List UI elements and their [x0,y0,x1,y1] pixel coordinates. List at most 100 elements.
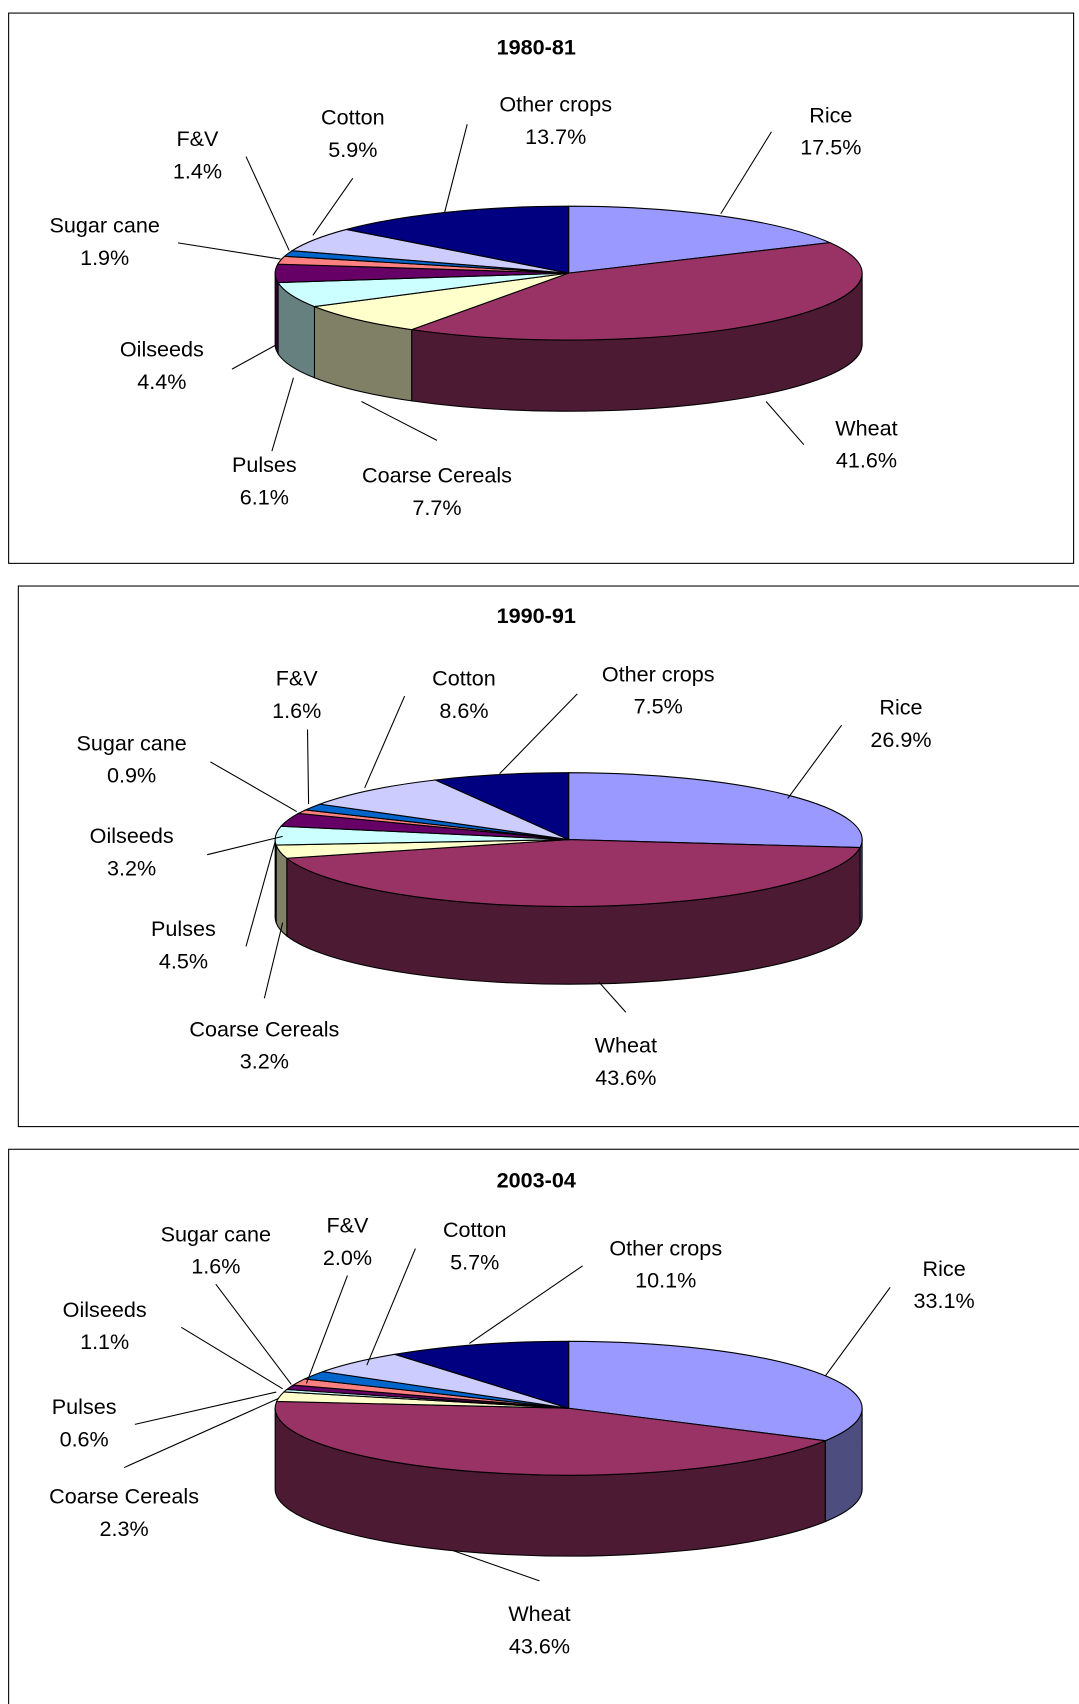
pie-slice [433,772,570,841]
leader-line [305,1275,348,1384]
pie-slice [568,205,832,274]
slice-label: Sugar cane [161,1221,271,1246]
slice-value-label: 8.6% [439,698,488,723]
leader-line [215,1283,292,1385]
leader-line [765,401,805,446]
slice-label: Oilseeds [120,337,204,362]
leader-line [787,724,843,799]
slice-value-label: 10.1% [635,1268,696,1293]
slice-value-label: 7.5% [634,694,683,719]
slice-label: Rice [809,102,852,127]
slice-label: Cotton [321,105,385,130]
slice-label: Wheat [595,1032,657,1057]
leader-line [312,177,354,236]
slice-label: Wheat [835,415,897,440]
leader-line [123,1398,279,1469]
slice-value-label: 1.9% [80,245,129,270]
slice-label: F&V [176,126,219,151]
pie-slice [568,772,863,849]
slice-value-label: 7.7% [412,495,461,520]
leader-line [366,1248,416,1366]
slice-value-label: 2.3% [99,1516,148,1541]
pie-slice [346,205,570,274]
chart-title: 1980-81 [497,34,576,59]
slice-value-label: 1.1% [80,1329,129,1354]
slice-value-label: 5.9% [328,137,377,162]
slice-value-label: 0.9% [107,763,156,788]
leader-line [263,922,284,999]
slice-value-label: 43.6% [509,1633,570,1658]
leader-line [469,1265,583,1344]
pie-slice [568,1340,863,1442]
slice-value-label: 4.5% [159,948,208,973]
slice-label: Rice [879,695,922,720]
pie-side [275,844,288,938]
slice-label: F&V [276,666,319,691]
slice-label: Sugar cane [76,730,186,755]
chart-title: 2003-04 [497,1167,576,1192]
pie-slice [411,242,863,341]
slice-label: Cotton [432,666,496,691]
leader-line [364,695,406,789]
slice-label: Oilseeds [90,823,174,848]
slice-value-label: 3.2% [240,1049,289,1074]
leader-line [306,729,310,804]
slice-value-label: 41.6% [836,448,897,473]
leader-line [245,841,276,947]
slice-label: Pulses [52,1394,117,1419]
leader-line [499,693,578,775]
leader-line [210,761,297,813]
leader-line [720,131,772,215]
slice-value-label: 43.6% [595,1065,656,1090]
slice-label: Coarse Cereals [362,463,512,488]
slice-value-label: 1.6% [191,1254,240,1279]
slice-value-label: 1.4% [173,158,222,183]
leader-line [453,1550,540,1582]
slice-label: Oilseeds [63,1297,147,1322]
slice-value-label: 17.5% [800,135,861,160]
slice-value-label: 5.7% [450,1249,499,1274]
slice-label: Rice [923,1256,966,1281]
slice-label: Coarse Cereals [189,1016,339,1041]
pie-slice [285,839,861,908]
pie-side [274,839,277,923]
slice-value-label: 26.9% [870,727,931,752]
slice-label: Sugar cane [49,212,159,237]
slice-label: Other crops [602,661,715,686]
leader-line [231,344,276,370]
slice-label: F&V [326,1213,369,1238]
leader-line [271,377,295,452]
leader-line [207,835,283,856]
slice-value-label: 13.7% [525,124,586,149]
leader-line [361,401,438,441]
slice-value-label: 1.6% [272,698,321,723]
pie-slice [312,272,569,331]
slice-value-label: 3.2% [107,856,156,881]
slice-value-label: 4.4% [137,369,186,394]
slice-value-label: 2.0% [323,1245,372,1270]
slice-label: Cotton [443,1217,507,1242]
slice-label: Wheat [508,1601,570,1626]
pie-slice [394,1340,570,1409]
leader-line [177,242,281,260]
pie-slice [319,779,569,841]
pie-side [274,273,279,356]
slice-label: Other crops [499,92,612,117]
leader-line [824,1287,891,1377]
slice-value-label: 6.1% [240,484,289,509]
leader-line [245,156,290,251]
slice-label: Pulses [151,916,216,941]
leader-line [134,1391,277,1425]
pie-slice [274,1400,828,1476]
leader-line [444,124,468,213]
leader-line [180,1326,283,1390]
chart-title: 1990-91 [497,603,576,628]
slice-value-label: 0.6% [60,1426,109,1451]
slice-label: Other crops [609,1235,722,1260]
slice-value-label: 33.1% [914,1288,975,1313]
leader-line [598,981,627,1013]
slice-label: Pulses [232,452,297,477]
slice-label: Coarse Cereals [49,1483,199,1508]
